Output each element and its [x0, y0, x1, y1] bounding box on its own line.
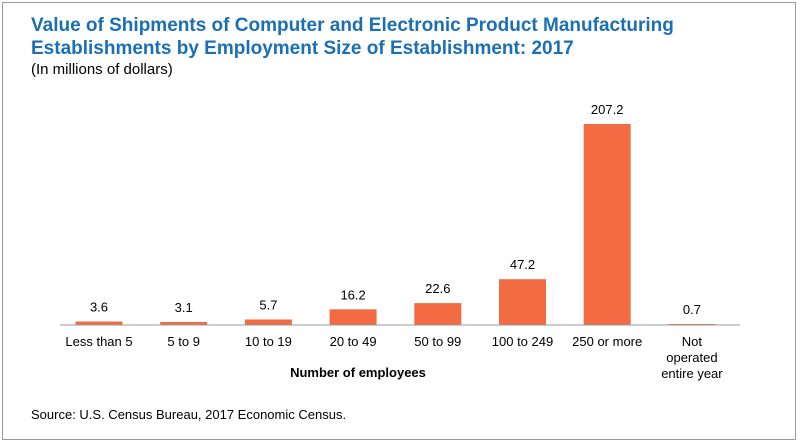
category-label-7: Not operated entire year — [661, 334, 723, 381]
value-label-3: 16.2 — [340, 287, 365, 302]
category-label-1: 5 to 9 — [167, 334, 200, 349]
bar-5 — [499, 279, 546, 325]
chart-title: Value of Shipments of Computer and Elect… — [31, 15, 674, 59]
chart-subtitle: (In millions of dollars) — [31, 61, 173, 78]
value-labels-group: 3.6 3.1 5.7 16.2 22.6 47.2 207.2 0.7 — [90, 102, 701, 317]
x-axis-title: Number of employees — [290, 365, 426, 380]
value-label-5: 47.2 — [510, 257, 535, 272]
category-labels-group: Less than 5 5 to 9 10 to 19 20 to 49 50 to 9… — [65, 334, 723, 381]
bars-group — [75, 124, 716, 325]
value-label-0: 3.6 — [90, 300, 108, 315]
category-label-2: 10 to 19 — [245, 334, 292, 349]
bar-3 — [329, 309, 377, 325]
value-label-4: 22.6 — [425, 281, 450, 296]
category-label-4: 50 to 99 — [414, 334, 461, 349]
category-label-6: 250 or more — [572, 334, 642, 349]
category-label-5: 100 to 249 — [492, 334, 553, 349]
value-label-2: 5.7 — [259, 298, 277, 313]
bar-6 — [583, 124, 631, 325]
category-label-3: 20 to 49 — [330, 334, 377, 349]
bar-1 — [160, 322, 208, 325]
bar-2 — [244, 319, 292, 325]
value-label-1: 3.1 — [175, 300, 193, 315]
category-label-0: Less than 5 — [65, 334, 132, 349]
value-label-7: 0.7 — [683, 302, 701, 317]
value-label-6: 207.2 — [591, 102, 624, 117]
bar-4 — [414, 303, 462, 325]
source-note: Source: U.S. Census Bureau, 2017 Economi… — [31, 407, 347, 422]
chart-frame — [2, 2, 796, 440]
bar-0 — [75, 321, 123, 325]
